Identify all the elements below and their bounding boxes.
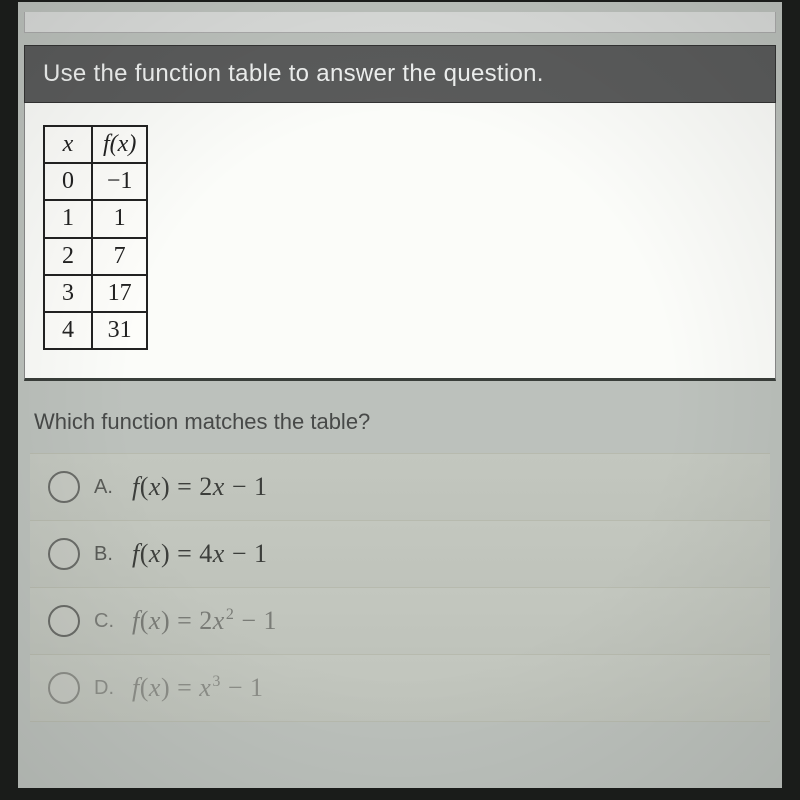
- table-cell: 17: [92, 275, 147, 312]
- radio-icon[interactable]: [48, 538, 80, 570]
- radio-icon[interactable]: [48, 605, 80, 637]
- col-header-fx: f(x): [92, 126, 147, 163]
- option-a[interactable]: A. f(x) = 2x − 1: [30, 453, 770, 520]
- option-formula: f(x) = 2x − 1: [132, 472, 268, 502]
- option-b[interactable]: B. f(x) = 4x − 1: [30, 520, 770, 587]
- option-formula: f(x) = x3 − 1: [132, 673, 264, 703]
- table-cell: 3: [44, 275, 92, 312]
- table-header-row: x f(x): [44, 126, 147, 163]
- option-formula: f(x) = 4x − 1: [132, 539, 268, 569]
- option-c[interactable]: C. f(x) = 2x2 − 1: [30, 587, 770, 654]
- content-area: Use the function table to answer the que…: [18, 2, 782, 722]
- table-row: 11: [44, 200, 147, 237]
- option-letter: C.: [94, 610, 132, 633]
- question-header-text: Use the function table to answer the que…: [43, 60, 544, 87]
- answer-options: A. f(x) = 2x − 1 B. f(x) = 4x − 1 C. f(x…: [30, 453, 770, 722]
- option-d[interactable]: D. f(x) = x3 − 1: [30, 654, 770, 722]
- option-letter: B.: [94, 543, 132, 566]
- table-cell: 31: [92, 312, 147, 349]
- function-table: x f(x) 0−1 11 27 317 431: [43, 125, 148, 350]
- table-cell: 1: [44, 200, 92, 237]
- toolbar-fragment: [24, 12, 776, 33]
- table-cell: 4: [44, 312, 92, 349]
- table-cell: 1: [92, 200, 147, 237]
- table-cell: 0: [44, 163, 92, 200]
- table-row: 0−1: [44, 163, 147, 200]
- radio-icon[interactable]: [48, 672, 80, 704]
- option-formula: f(x) = 2x2 − 1: [132, 606, 277, 636]
- table-row: 317: [44, 275, 147, 312]
- function-table-panel: x f(x) 0−1 11 27 317 431: [24, 103, 776, 381]
- option-letter: A.: [94, 476, 132, 499]
- table-row: 27: [44, 238, 147, 275]
- radio-icon[interactable]: [48, 471, 80, 503]
- table-cell: 7: [92, 238, 147, 275]
- option-letter: D.: [94, 677, 132, 700]
- table-cell: 2: [44, 238, 92, 275]
- screen-frame: Use the function table to answer the que…: [0, 0, 800, 800]
- table-row: 431: [44, 312, 147, 349]
- col-header-x: x: [44, 126, 92, 163]
- question-header: Use the function table to answer the que…: [24, 45, 776, 103]
- question-prompt-text: Which function matches the table?: [34, 409, 370, 434]
- question-prompt: Which function matches the table?: [24, 381, 776, 453]
- table-cell: −1: [92, 163, 147, 200]
